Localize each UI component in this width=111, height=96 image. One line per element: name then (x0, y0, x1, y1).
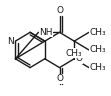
Text: O: O (56, 6, 63, 15)
Text: CH₃: CH₃ (90, 46, 107, 54)
Text: CH₃: CH₃ (66, 49, 83, 58)
Text: CH₃: CH₃ (90, 28, 107, 37)
Text: CH₃: CH₃ (90, 63, 107, 72)
Text: NH: NH (39, 28, 53, 37)
Text: N: N (7, 37, 13, 46)
Text: O: O (75, 54, 82, 63)
Text: O: O (56, 74, 63, 83)
